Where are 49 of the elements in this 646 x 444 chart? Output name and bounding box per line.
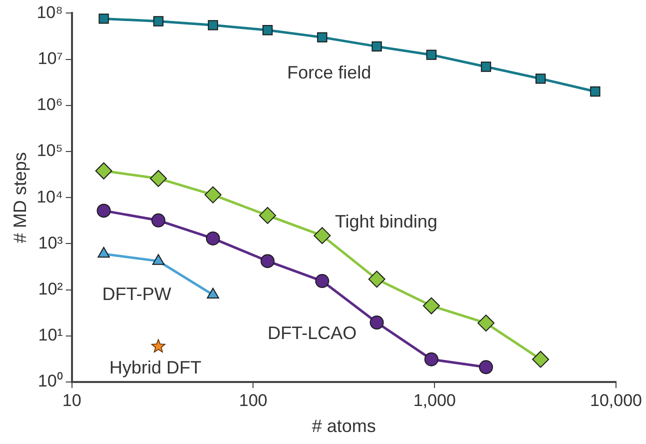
point [317, 32, 328, 42]
x-axis-title: # atoms [312, 416, 376, 436]
point [426, 50, 436, 60]
point [536, 74, 546, 84]
y-tick-label: 10¹ [38, 326, 64, 345]
y-tick-label: 10⁰ [38, 372, 63, 391]
x-tick-label: 1,000 [413, 390, 456, 410]
point [532, 350, 550, 368]
y-tick-label: 10⁷ [38, 48, 63, 68]
x-tick-label: 100 [239, 390, 268, 410]
y-tick-label: 10⁵ [36, 141, 63, 160]
point [477, 314, 494, 332]
point [152, 254, 164, 265]
point [480, 62, 492, 72]
y-tick-label: 10³ [38, 233, 64, 252]
point [96, 204, 111, 218]
point [590, 86, 600, 97]
series-label: Tight binding [334, 212, 438, 232]
point [98, 14, 109, 24]
point [370, 316, 384, 330]
point [372, 41, 382, 52]
point [204, 186, 222, 204]
point [208, 20, 218, 30]
point [315, 274, 330, 288]
series-label: Hybrid DFT [109, 357, 202, 378]
series-label: DFT-PW [102, 284, 172, 304]
point [206, 231, 220, 246]
point [259, 206, 276, 224]
point [262, 25, 273, 36]
point [260, 254, 275, 268]
point [478, 360, 493, 374]
point [95, 162, 112, 180]
y-tick-label: 10⁶ [36, 95, 63, 114]
point [206, 288, 220, 299]
point [368, 270, 386, 288]
y-tick-label: 10⁸ [36, 2, 63, 22]
point [151, 213, 166, 228]
series-label: DFT-LCAO [268, 322, 357, 343]
series-label: Force field [287, 62, 372, 82]
point [314, 227, 331, 244]
x-tick-label: 10 [62, 390, 82, 410]
y-tick-label: 10⁴ [36, 187, 63, 206]
y-tick-label: 10² [38, 279, 64, 298]
y-axis-title: # MD steps [10, 152, 30, 244]
point [150, 170, 167, 187]
point [422, 297, 440, 314]
point [424, 352, 438, 366]
x-tick-label: 10,000 [590, 390, 642, 410]
point [153, 16, 164, 26]
